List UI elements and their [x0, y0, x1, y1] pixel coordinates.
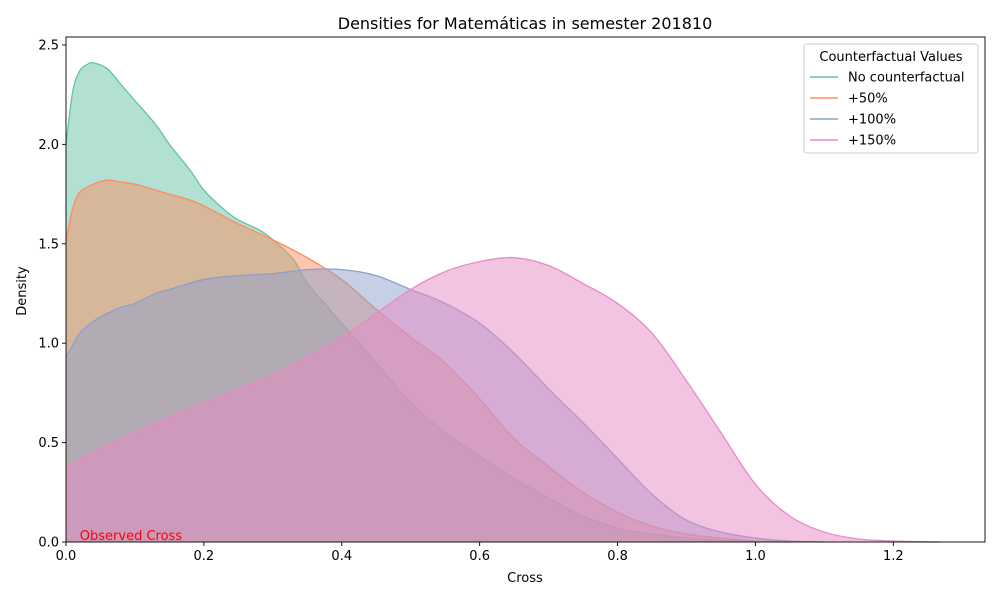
legend-label: +150%	[848, 134, 896, 149]
plot-frame	[65, 36, 986, 543]
y-tick-label: 0.5	[38, 436, 59, 451]
legend-box	[803, 43, 979, 154]
density-line-series-3	[65, 256, 942, 543]
x-tick-label: 0.4	[331, 549, 352, 564]
legend-label: +100%	[848, 113, 896, 128]
y-axis-label: Density	[15, 266, 30, 316]
y-tick-label: 0.0	[38, 536, 59, 551]
x-tick-label: 1.2	[883, 549, 904, 564]
legend: Counterfactual Values No counterfactual +5…	[803, 43, 979, 154]
y-tick-label: 1.5	[38, 237, 59, 252]
axes: 0.0 0.2 0.4 0.6 0.8 1.0 1.2 0.0 0.5 1.0 1.5 2.0 2.5	[38, 36, 986, 564]
x-tick-label: 0.0	[56, 549, 77, 564]
plot-areas	[65, 62, 942, 543]
y-tick-label: 2.0	[38, 138, 59, 153]
y-tick-label: 1.0	[38, 337, 59, 352]
chart-title: Densities for Matemáticas in semester 20…	[338, 14, 713, 33]
legend-label: +50%	[848, 92, 888, 107]
legend-label: No counterfactual	[848, 71, 964, 86]
x-tick-label: 0.6	[469, 549, 490, 564]
legend-title: Counterfactual Values	[819, 50, 962, 65]
density-area-series-3	[66, 257, 942, 542]
x-tick-label: 1.0	[745, 549, 766, 564]
x-axis-label: Cross	[507, 571, 543, 586]
y-tick-label: 2.5	[38, 38, 59, 53]
x-tick-label: 0.2	[194, 549, 215, 564]
observed-cross-annotation: Observed Cross	[80, 529, 183, 544]
x-tick-label: 0.8	[607, 549, 628, 564]
